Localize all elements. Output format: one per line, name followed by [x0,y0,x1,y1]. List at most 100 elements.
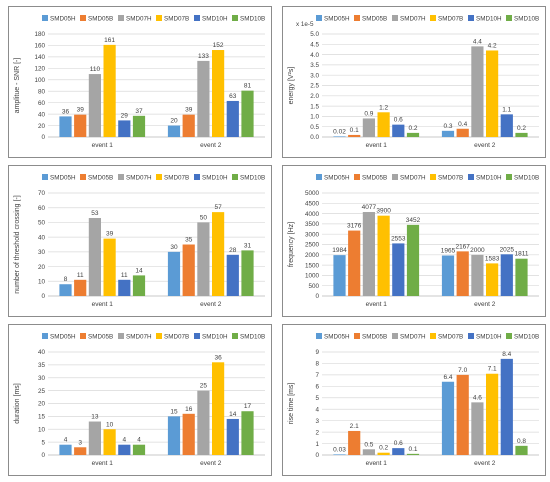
bar [377,112,390,137]
legend-label: SMD05B [88,175,113,182]
legend-label: SMD07H [126,175,152,182]
legend-swatch [316,333,322,339]
data-label: 4077 [362,204,377,211]
chart-energy: SMD05H SMD05B SMD07H SMD07B SMD10H SMD10B 0.0 0… [282,6,546,158]
y-tick-label: 0 [41,134,45,141]
bar [362,212,375,296]
legend-label: SMD10B [240,16,265,23]
bar [392,243,405,296]
chart-frequency: SMD05H SMD05B SMD07H SMD07B SMD10H SMD10B 0 500… [282,165,546,317]
bar [167,416,181,455]
bar [74,447,87,455]
bar [500,358,513,455]
data-label: 1583 [485,255,500,262]
data-label: 161 [104,37,115,44]
y-tick-label: 120 [34,66,45,73]
bar [59,284,72,296]
legend-swatch [118,333,124,339]
y-tick-label: 40 [38,111,46,118]
bar [471,46,484,137]
data-label: 1.2 [379,104,388,111]
chart-threshold-crossings: SMD05H SMD05B SMD07H SMD07B SMD10H SMD10B 0 10 2… [8,165,272,317]
bar [441,130,455,137]
bar [59,444,72,455]
bar [88,421,101,455]
x-tick-label: event 2 [474,142,496,149]
legend-label: SMD07B [164,16,189,23]
data-label: 25 [200,383,208,390]
legend-label: SMD10B [514,334,539,341]
legend-swatch [156,15,162,21]
bar [118,120,131,137]
x-tick-label: event 2 [474,460,496,467]
bar [197,60,210,138]
data-label: 2167 [455,243,470,250]
y-tick-label: 3.5 [310,62,319,69]
data-label: 11 [77,272,84,279]
y-tick-label: 10 [38,426,46,433]
y-tick-label: 2.0 [310,93,319,100]
bar [392,448,405,455]
data-label: 152 [213,42,224,49]
data-label: 17 [244,403,252,410]
legend-label: SMD07B [438,334,463,341]
data-label: 39 [106,231,114,238]
bar [515,132,528,137]
bar [132,444,146,455]
x-tick-label: event 2 [474,301,496,308]
bar [88,74,101,137]
y-scale-label: x 1e-5 [296,21,314,28]
y-tick-label: 15 [38,414,46,421]
legend-label: SMD07B [164,334,189,341]
legend-swatch [430,333,436,339]
data-label: 0.8 [517,438,526,445]
y-tick-label: 0 [315,452,319,459]
chart-rise-time-panel: SMD05H SMD05B SMD07H SMD07B SMD10H SMD10B 0 1 2 3… [282,324,546,476]
chart-frequency-panel: SMD05H SMD05B SMD07H SMD07B SMD10H SMD10B 0 500… [282,165,546,317]
data-label: 1811 [515,251,529,258]
bar [441,255,455,296]
y-tick-label: 1000 [305,273,320,280]
data-label: 6.4 [443,374,452,381]
data-label: 0.9 [364,110,373,117]
data-label: 3 [78,439,82,446]
bar [103,429,116,455]
legend-label: SMD07B [164,175,189,182]
y-tick-label: 2 [315,429,319,436]
bar [406,453,420,455]
bar [212,362,225,455]
data-label: 29 [121,112,129,119]
data-label: 110 [90,66,101,73]
bar [348,430,361,455]
legend-swatch [156,333,162,339]
y-tick-label: 180 [34,31,45,38]
data-label: 11 [121,272,128,279]
y-tick-label: 1 [315,441,319,448]
y-tick-label: 5 [41,439,45,446]
legend-swatch [194,174,200,180]
legend-label: SMD05B [88,16,113,23]
data-label: 7.0 [458,367,467,374]
bar [348,230,361,296]
y-tick-label: 40 [38,349,46,356]
x-tick-label: event 2 [200,301,222,308]
y-tick-label: 80 [38,88,46,95]
bar [182,244,195,296]
bar [74,114,87,137]
legend-label: SMD10H [202,16,228,23]
data-label: 0.2 [408,125,417,132]
legend-label: SMD05H [324,175,350,182]
bar [406,224,420,296]
bar [486,50,499,138]
data-label: 36 [214,354,222,361]
legend-label: SMD07H [400,16,426,23]
bar [241,90,254,137]
y-axis-title: number of threshold crossing [-] [14,195,21,293]
data-label: 39 [77,107,85,114]
y-tick-label: 2000 [305,252,320,259]
legend-swatch [118,15,124,21]
data-label: 3176 [347,223,362,230]
legend-swatch [506,15,512,21]
y-tick-label: 0.0 [310,134,319,141]
data-label: 2.1 [350,423,359,430]
